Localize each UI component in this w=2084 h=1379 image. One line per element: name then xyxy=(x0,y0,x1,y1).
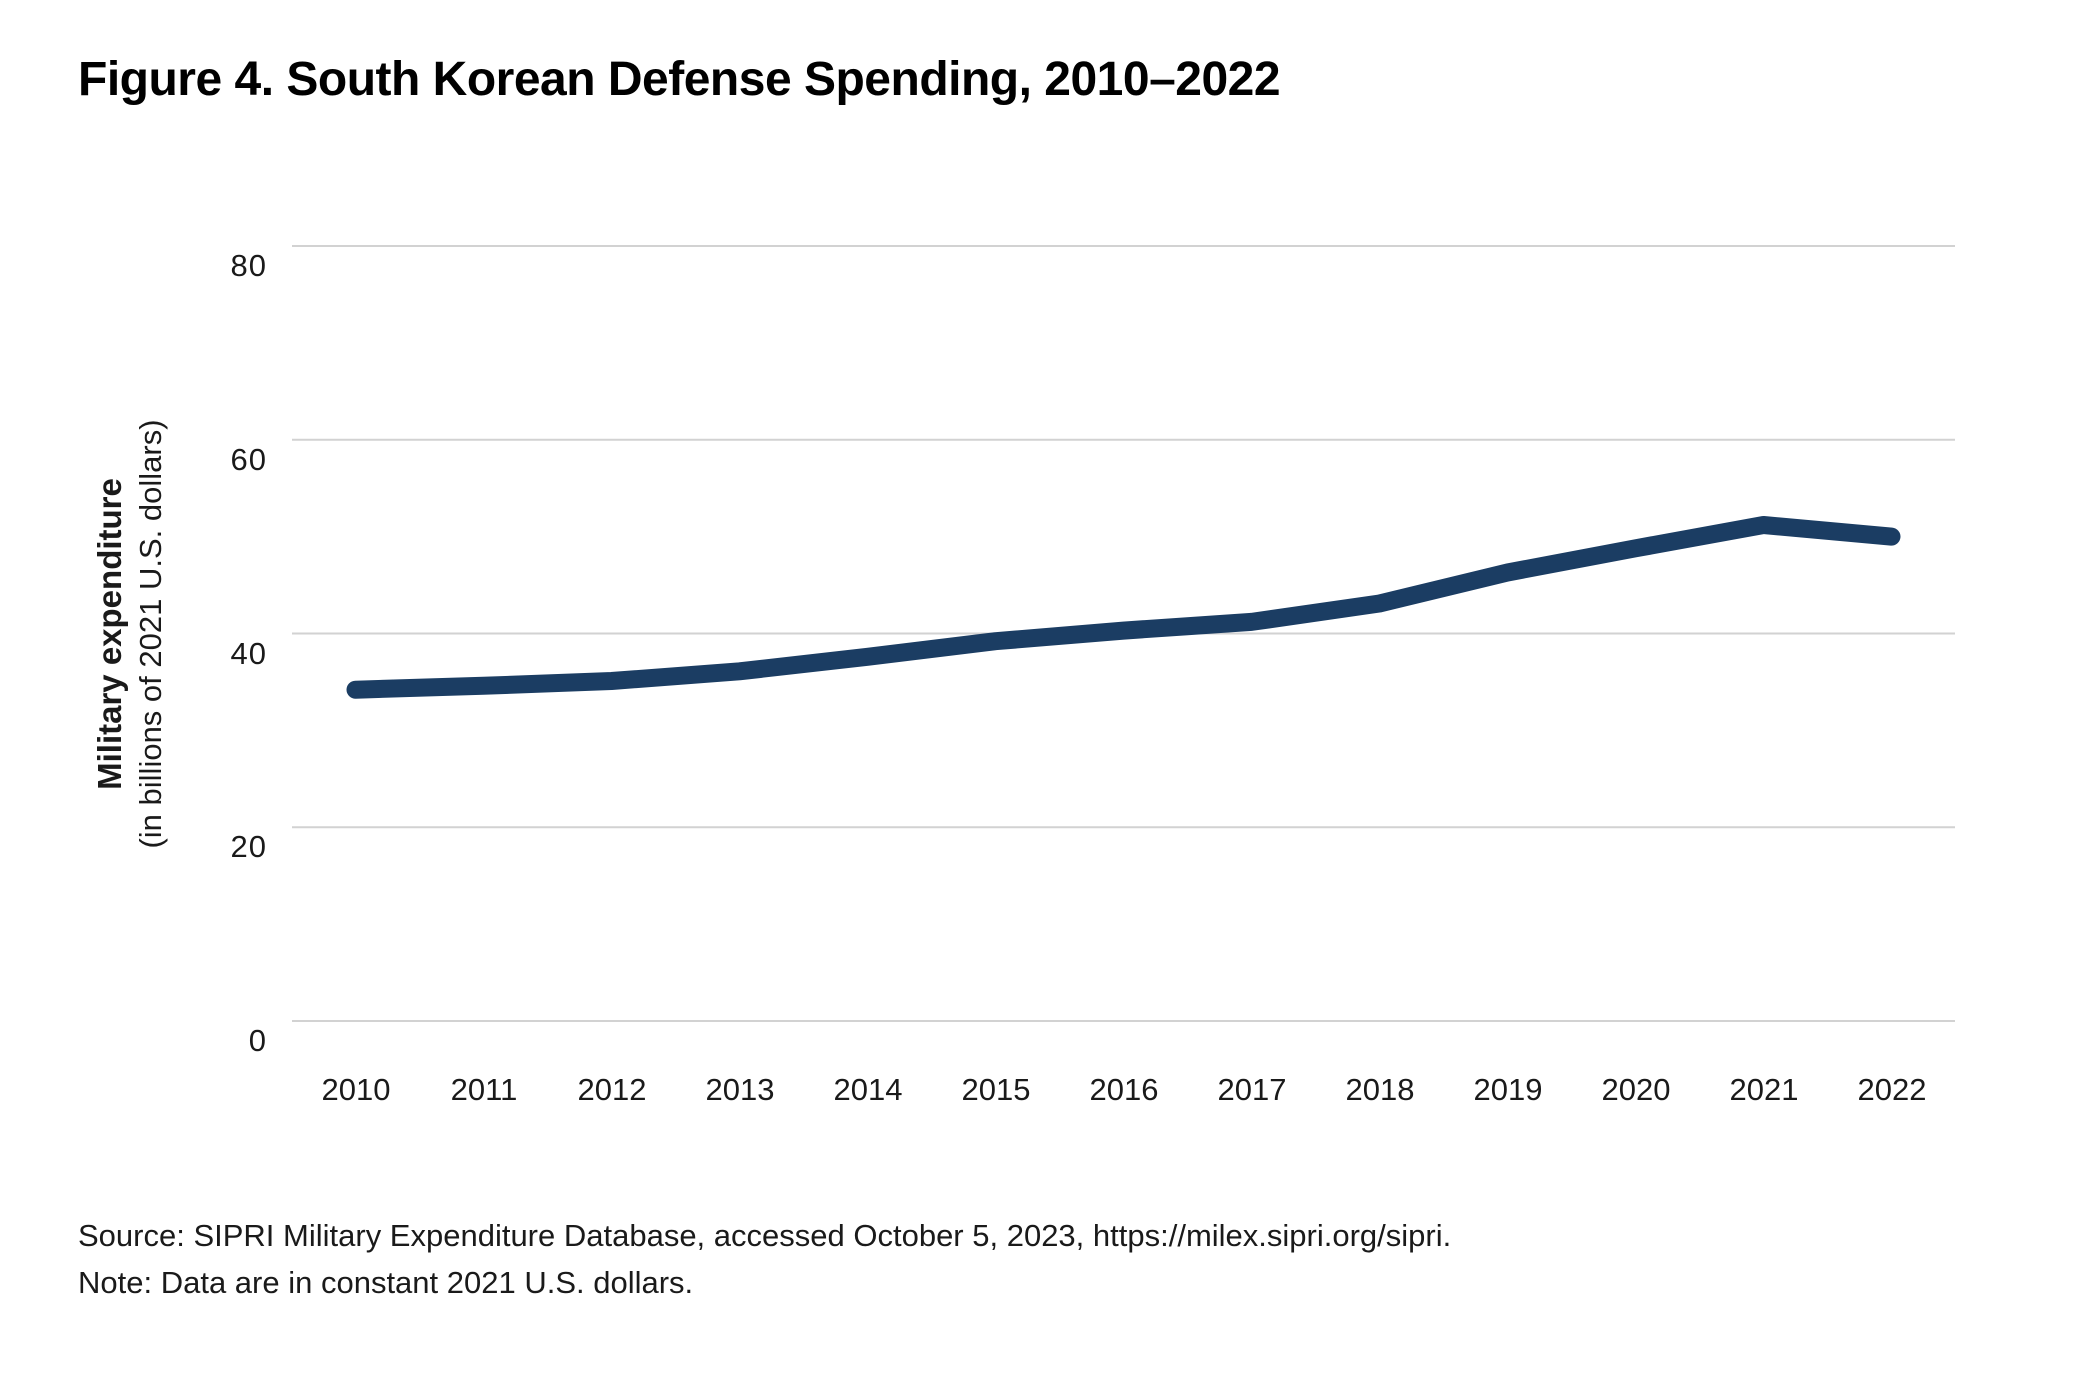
x-tick-label-2018: 2018 xyxy=(1345,1072,1415,1107)
x-tick-label-2012: 2012 xyxy=(577,1072,647,1107)
x-tick-label-2019: 2019 xyxy=(1473,1072,1543,1107)
source-text: Source: SIPRI Military Expenditure Datab… xyxy=(78,1218,1452,1253)
y-tick-label-20: 20 xyxy=(230,829,267,864)
footnotes: Source: SIPRI Military Expenditure Datab… xyxy=(78,1212,1451,1306)
y-axis-title-main: Military expenditure xyxy=(91,478,128,790)
spending-line-series xyxy=(346,516,1901,699)
note-text: Note: Data are in constant 2021 U.S. dol… xyxy=(78,1265,694,1300)
y-tick-label-40: 40 xyxy=(230,636,267,671)
x-tick-label-2021: 2021 xyxy=(1729,1072,1799,1107)
y-axis-title: Military expenditure (in billions of 202… xyxy=(89,419,171,848)
x-tick-label-2015: 2015 xyxy=(961,1072,1031,1107)
x-tick-label-2017: 2017 xyxy=(1217,1072,1287,1107)
x-tick-label-2010: 2010 xyxy=(321,1072,391,1107)
chart-title: Figure 4. South Korean Defense Spending,… xyxy=(78,53,1281,106)
y-tick-label-80: 80 xyxy=(230,248,267,283)
line-chart-plot-area xyxy=(292,245,1955,1022)
x-tick-label-2016: 2016 xyxy=(1089,1072,1159,1107)
x-tick-label-2013: 2013 xyxy=(705,1072,775,1107)
x-tick-label-2014: 2014 xyxy=(833,1072,903,1107)
x-tick-label-2011: 2011 xyxy=(450,1072,518,1107)
y-axis-title-sub: (in billions of 2021 U.S. dollars) xyxy=(133,419,168,849)
y-tick-label-60: 60 xyxy=(230,442,267,477)
x-tick-label-2022: 2022 xyxy=(1857,1072,1927,1107)
x-tick-label-2020: 2020 xyxy=(1601,1072,1671,1107)
y-tick-label-0: 0 xyxy=(248,1023,267,1058)
